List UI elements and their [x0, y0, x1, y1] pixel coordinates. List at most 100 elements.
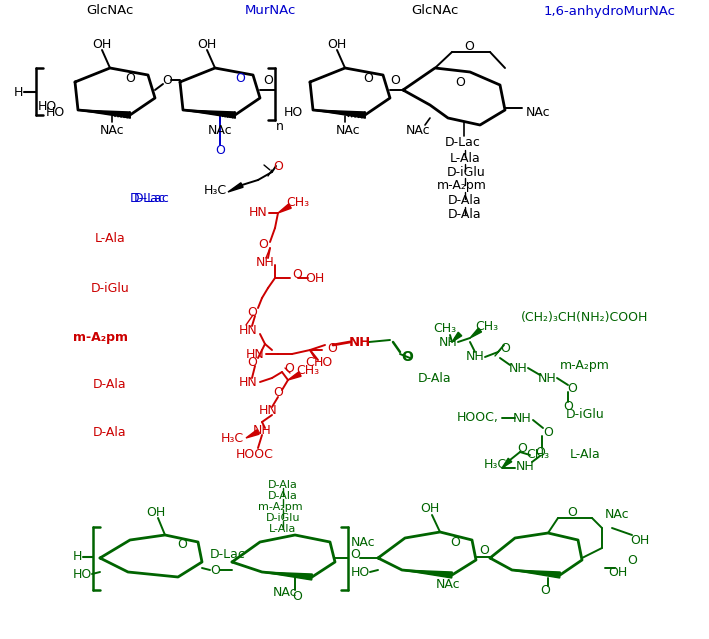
Polygon shape [512, 570, 560, 578]
Text: HO: HO [72, 567, 91, 580]
Text: D-iGlu: D-iGlu [91, 282, 129, 295]
Text: O: O [567, 505, 577, 518]
Text: O: O [390, 73, 400, 86]
Text: H: H [72, 551, 82, 564]
Text: HO: HO [350, 566, 369, 578]
Text: O: O [535, 445, 545, 459]
Text: D-Ala: D-Ala [268, 480, 298, 490]
Text: n: n [276, 119, 284, 132]
Polygon shape [78, 110, 130, 118]
Text: O: O [627, 553, 637, 567]
Text: NAc: NAc [406, 123, 430, 137]
Text: HN: HN [259, 404, 277, 417]
Text: NH: NH [466, 351, 484, 364]
Text: O: O [162, 73, 172, 86]
Text: NH: NH [537, 371, 557, 385]
Text: OH: OH [197, 38, 217, 50]
Polygon shape [502, 458, 512, 468]
Text: NAc: NAc [335, 123, 360, 137]
Text: D-Ala: D-Ala [93, 378, 127, 392]
Text: O: O [540, 583, 550, 596]
Text: NH: NH [515, 459, 535, 472]
Text: HN: HN [249, 206, 267, 220]
Text: NAc: NAc [208, 123, 233, 137]
Text: O: O [292, 268, 302, 282]
Text: OH: OH [608, 566, 627, 578]
Text: H: H [13, 86, 23, 98]
Text: NH: NH [508, 362, 527, 374]
Text: L-Ala: L-Ala [569, 449, 601, 461]
Text: O: O [464, 40, 474, 52]
Text: NAc: NAc [436, 578, 460, 592]
Text: O: O [247, 355, 257, 369]
Text: OH: OH [328, 38, 347, 50]
Text: HO: HO [45, 105, 65, 118]
Text: O: O [284, 362, 294, 376]
Text: m-A₂pm: m-A₂pm [560, 358, 610, 371]
Text: CH₃: CH₃ [296, 364, 320, 378]
Text: NAc: NAc [100, 123, 124, 137]
Text: m-A₂pm: m-A₂pm [72, 332, 128, 344]
Text: O: O [247, 305, 257, 318]
Text: D-iGlu: D-iGlu [566, 408, 604, 422]
Polygon shape [452, 332, 462, 342]
Text: HN: HN [245, 348, 264, 360]
Text: NAc: NAc [351, 535, 375, 548]
Text: O: O [450, 537, 460, 550]
Text: O: O [500, 341, 510, 355]
Text: O: O [215, 144, 225, 157]
Polygon shape [402, 570, 452, 578]
Text: O: O [327, 341, 337, 355]
Text: D-Ala: D-Ala [93, 426, 127, 440]
Polygon shape [246, 430, 259, 438]
Text: O: O [363, 72, 373, 84]
Text: D-Lac: D-Lac [445, 135, 481, 148]
Text: OH: OH [306, 272, 325, 284]
Text: O: O [210, 564, 220, 576]
Text: NH: NH [252, 424, 272, 436]
Text: CH₃: CH₃ [527, 449, 549, 461]
Text: m-A₂pm: m-A₂pm [257, 502, 302, 512]
Text: L-Ala: L-Ala [269, 524, 296, 534]
Text: OH: OH [92, 38, 111, 50]
Text: CH₃: CH₃ [476, 320, 498, 332]
Text: O: O [235, 72, 245, 84]
Text: O: O [563, 401, 573, 413]
Polygon shape [228, 183, 243, 192]
Text: NAc: NAc [525, 105, 550, 118]
Text: HO: HO [284, 105, 303, 118]
Text: NAc: NAc [273, 585, 297, 599]
Text: D-Ala: D-Ala [448, 208, 482, 220]
Text: O: O [258, 238, 268, 252]
Polygon shape [313, 110, 365, 118]
Text: L-Ala: L-Ala [94, 231, 125, 245]
Text: MurNAc: MurNAc [245, 4, 296, 17]
Text: H₃C: H₃C [484, 459, 506, 472]
Polygon shape [278, 204, 291, 213]
Text: NH: NH [513, 412, 531, 424]
Text: O: O [273, 160, 283, 174]
Text: HOOC: HOOC [236, 449, 274, 461]
Text: HN: HN [239, 323, 257, 337]
Text: O: O [455, 75, 465, 88]
Text: OH: OH [630, 534, 649, 546]
Text: L-Ala: L-Ala [450, 151, 481, 164]
Text: HOOC,: HOOC, [457, 412, 499, 424]
Text: O: O [517, 442, 527, 454]
Text: OH: OH [420, 502, 440, 516]
Text: D-Lac: D-Lac [130, 192, 166, 204]
Text: HO: HO [313, 357, 333, 369]
Text: D-Lac: D-Lac [210, 548, 246, 562]
Text: GlcNAc: GlcNAc [411, 4, 459, 17]
Text: H₃C: H₃C [203, 183, 227, 197]
Text: NAc: NAc [605, 509, 630, 521]
Polygon shape [262, 572, 312, 580]
Polygon shape [470, 328, 481, 338]
Text: O: O [401, 350, 413, 364]
Text: NH: NH [439, 335, 457, 348]
Text: O: O [292, 590, 302, 603]
Polygon shape [183, 110, 235, 118]
Text: C: C [306, 357, 314, 369]
Text: D-Lac: D-Lac [134, 192, 170, 204]
Text: 1,6-anhydroMurNAc: 1,6-anhydroMurNAc [544, 4, 676, 17]
